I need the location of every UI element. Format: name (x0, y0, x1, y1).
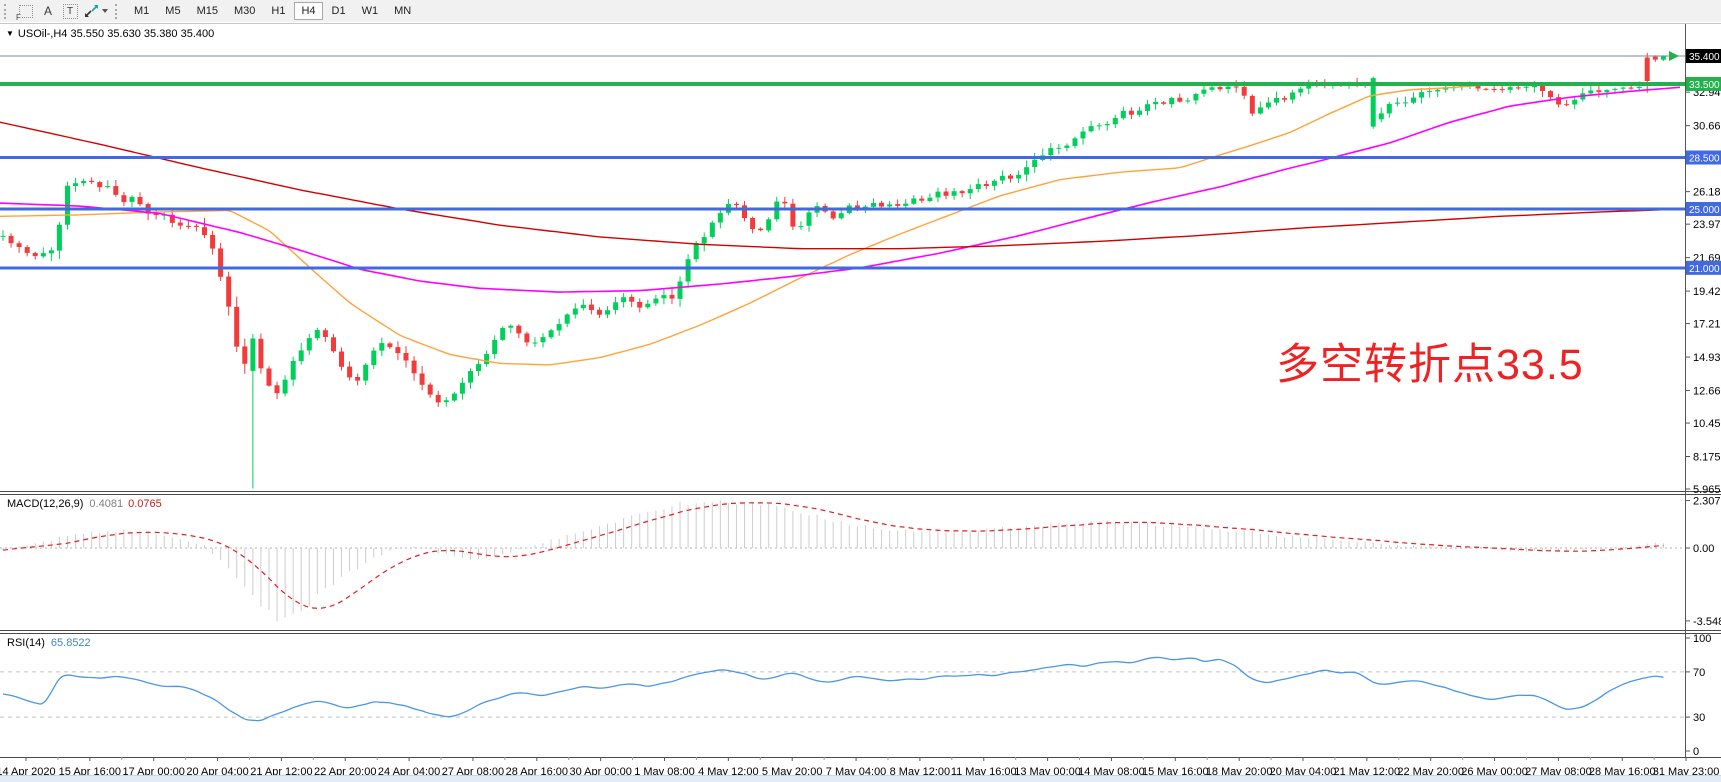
chart-annotation-text: 多空转折点33.5 (1276, 341, 1584, 389)
rsi-line (2, 656, 1664, 722)
chevron-down-icon (102, 9, 108, 13)
svg-text:-3.5484: -3.5484 (1693, 616, 1721, 628)
svg-text:35.400: 35.400 (1689, 52, 1720, 63)
timeframe-button-m1[interactable]: M1 (127, 2, 156, 20)
price-axis: 32.94030.66526.18023.97021.69519.42017.2… (1685, 49, 1721, 496)
rsi-panel: 100 70 30 0 (0, 633, 1711, 758)
timeframe-button-m5[interactable]: M5 (158, 2, 187, 20)
chart-title-ohlc: 35.550 35.630 35.380 35.400 (70, 28, 215, 40)
price-badge-33.500 (1686, 76, 1721, 91)
chart-area: 32.94030.66526.18023.97021.69519.42017.2… (0, 22, 1721, 782)
svg-text:21.000: 21.000 (1689, 264, 1720, 275)
svg-text:28.500: 28.500 (1689, 154, 1720, 165)
svg-text:8.175: 8.175 (1693, 452, 1721, 464)
rsi-name: RSI(14) (7, 637, 45, 649)
panel-frames (0, 23, 1721, 758)
macd-main-value: 0.4081 (89, 498, 124, 510)
t-glyph: T (62, 3, 78, 19)
svg-text:12.660: 12.660 (1693, 386, 1721, 398)
svg-text:17.210: 17.210 (1693, 319, 1721, 331)
timeframe-button-group: M1 M5 M15 M30 H1 H4 D1 W1 MN (126, 0, 419, 22)
timeframe-button-m30[interactable]: M30 (227, 2, 262, 20)
svg-text:30: 30 (1693, 712, 1705, 724)
macd-panel: 2.3072 0.00 -3.5484 (0, 496, 1721, 628)
last-price-arrow-icon (1669, 51, 1679, 61)
svg-text:0: 0 (1693, 746, 1699, 758)
text-tool-icon[interactable]: T (59, 2, 81, 20)
macd-name: MACD(12,26,9) (7, 498, 84, 510)
macd-signal-value: 0.0765 (128, 498, 162, 510)
chart-title-symbol: USOil-,H4 (17, 28, 68, 40)
timeframe-button-m15[interactable]: M15 (190, 2, 225, 20)
ma-slow (0, 121, 1681, 250)
timeframe-button-h4[interactable]: H4 (294, 2, 323, 20)
chart-title: ▼ USOil-,H4 35.550 35.630 35.380 35.400 (6, 28, 214, 40)
ma-mid-line (0, 86, 1681, 293)
a-glyph: A (43, 4, 52, 18)
price-badge-25.000 (1686, 201, 1721, 216)
timeframe-button-d1[interactable]: D1 (325, 2, 353, 20)
timeframe-button-h1[interactable]: H1 (264, 2, 292, 20)
svg-text:100: 100 (1693, 633, 1711, 645)
svg-text:26.180: 26.180 (1693, 187, 1721, 199)
chart-template-f-icon[interactable]: F (15, 2, 37, 22)
symbol-dropdown-icon[interactable]: ▼ (6, 29, 14, 38)
ma-fast-line (0, 82, 1681, 366)
svg-text:5.965: 5.965 (1693, 484, 1721, 496)
f-glyph: F (16, 12, 21, 22)
svg-text:30.665: 30.665 (1693, 121, 1721, 133)
macd-indicator-label: MACD(12,26,9) 0.4081 0.0765 (7, 498, 162, 510)
svg-text:19.420: 19.420 (1693, 286, 1721, 298)
diagonal-arrows-icon (85, 5, 98, 17)
arrows-tool-icon[interactable] (81, 2, 111, 20)
svg-text:2.3072: 2.3072 (1693, 496, 1721, 508)
label-a-tool-icon[interactable]: A (37, 2, 59, 20)
chart-canvas[interactable]: 32.94030.66526.18023.97021.69519.42017.2… (0, 22, 1721, 782)
macd-signal-line (2, 502, 1664, 609)
svg-text:14.935: 14.935 (1693, 352, 1721, 364)
rsi-value: 65.8522 (50, 637, 91, 649)
ma-mid (0, 86, 1681, 293)
level-lines (0, 51, 1685, 270)
price-badge-21.000 (1686, 260, 1721, 275)
timeframe-button-mn[interactable]: MN (387, 2, 418, 20)
dotted-grid-icon: F (16, 4, 33, 22)
price-badge-35.400 (1686, 49, 1721, 63)
toolbar: F A T M1 M5 M15 M30 H1 H4 D1 W1 MN (0, 0, 1721, 23)
timeframe-button-w1[interactable]: W1 (355, 2, 386, 20)
price-badge-28.500 (1686, 150, 1721, 165)
svg-text:70: 70 (1693, 667, 1705, 679)
window-bottom-edge (0, 775, 1721, 782)
toolbar-grip-2[interactable] (115, 3, 120, 19)
svg-text:33.500: 33.500 (1689, 80, 1720, 91)
ma-fast (0, 82, 1681, 366)
ma-slow-line (0, 121, 1681, 250)
svg-text:0.00: 0.00 (1693, 543, 1714, 555)
rsi-indicator-label: RSI(14) 65.8522 (7, 637, 91, 649)
toolbar-grip[interactable] (4, 3, 9, 19)
svg-text:23.970: 23.970 (1693, 219, 1721, 231)
svg-text:25.000: 25.000 (1689, 205, 1720, 216)
svg-text:10.450: 10.450 (1693, 418, 1721, 430)
